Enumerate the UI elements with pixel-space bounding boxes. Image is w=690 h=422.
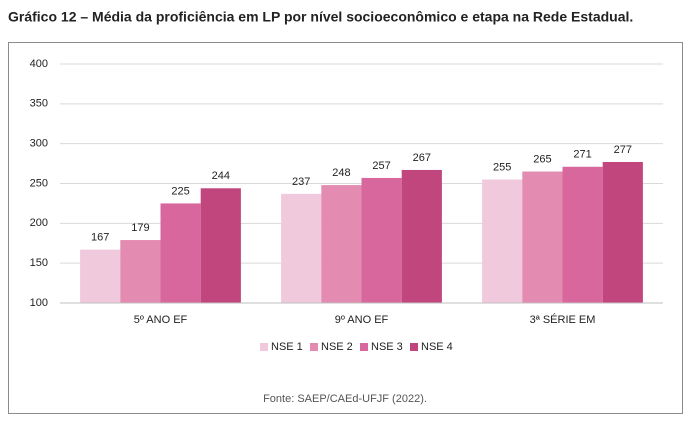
value-label: 167 [91,232,109,244]
value-label: 225 [171,185,189,197]
y-tick-label: 200 [30,217,48,229]
value-label: 248 [332,167,350,179]
bar [80,249,121,303]
bar [160,203,201,303]
legend-label: NSE 4 [421,341,453,353]
bar [562,166,603,303]
y-tick-label: 100 [30,297,48,309]
y-tick-label: 350 [30,98,48,110]
bar [200,188,241,303]
value-label: 257 [372,160,390,172]
bar [602,161,643,303]
bar [482,179,523,303]
bar [401,169,442,303]
legend-label: NSE 2 [321,341,353,353]
chart-frame [8,42,683,414]
value-label: 255 [493,161,511,173]
legend-swatch [260,343,268,351]
value-label: 265 [533,153,551,165]
legend-swatch [410,343,418,351]
y-tick-label: 250 [30,177,48,189]
value-label: 271 [573,149,591,161]
bar [361,177,402,303]
x-tick-label: 5º ANO EF [134,314,188,326]
legend-swatch [310,343,318,351]
x-tick-label: 3ª SÉRIE EM [530,313,596,326]
source-note: Fonte: SAEP/CAEd-UFJF (2022). [263,393,427,405]
y-tick-label: 300 [30,138,48,150]
legend-label: NSE 3 [371,341,403,353]
value-label: 267 [413,152,431,164]
value-label: 277 [614,144,632,156]
legend-swatch [360,343,368,351]
bar [281,193,322,303]
value-label: 179 [131,222,149,234]
value-label: 237 [292,176,310,188]
value-label: 244 [212,170,230,182]
chart-title: Gráfico 12 – Média da proficiência em LP… [8,9,633,25]
y-tick-label: 150 [30,257,48,269]
bar [120,240,161,303]
y-tick-label: 400 [30,58,48,70]
x-tick-label: 9º ANO EF [335,314,389,326]
legend-label: NSE 1 [271,341,303,353]
bar [321,185,362,303]
bar [522,171,563,303]
